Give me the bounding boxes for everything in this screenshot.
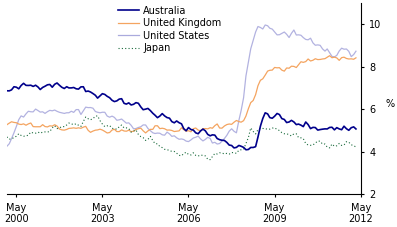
Legend: Australia, United Kingdom, United States, Japan: Australia, United Kingdom, United States…	[118, 6, 222, 53]
Y-axis label: %: %	[385, 99, 394, 109]
